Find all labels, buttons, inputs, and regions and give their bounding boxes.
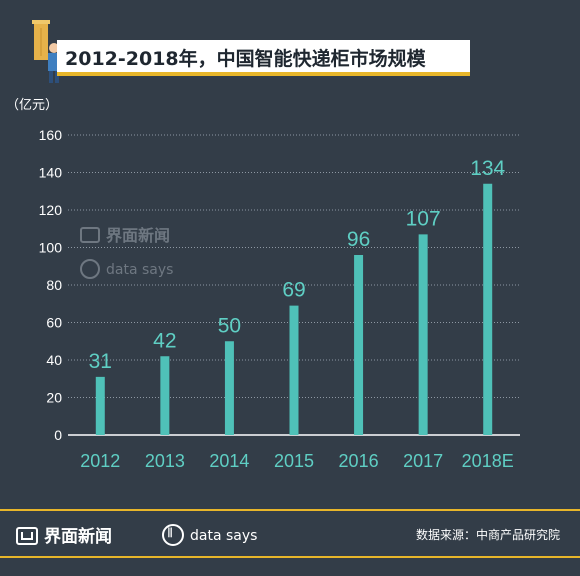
y-tick-label: 40	[46, 352, 62, 368]
y-tick-label: 20	[46, 390, 62, 406]
watermark-brand-text: 界面新闻	[106, 226, 171, 245]
bar-value-label: 134	[470, 157, 505, 180]
y-tick-label: 0	[54, 427, 62, 443]
y-tick-label: 140	[39, 165, 63, 181]
bar-value-label: 50	[218, 314, 241, 337]
footer-brand-text: 界面新闻	[44, 527, 112, 547]
y-axis-unit-label: （亿元）	[6, 98, 59, 113]
footer-data-says-text: data says	[190, 528, 258, 544]
chart-title: 2012-2018年，中国智能快递柜市场规模	[65, 48, 426, 70]
watermark-logo-icon	[80, 227, 100, 243]
bar	[418, 234, 428, 435]
x-tick-label: 2013	[145, 451, 185, 471]
x-tick-label: 2014	[209, 451, 249, 471]
bar	[483, 183, 493, 435]
bar-chart: 0 20 40 60 80 100 120 140 160 31 2012 42 2013 50 2014 6…	[39, 127, 520, 471]
bar-value-label: 107	[406, 207, 441, 230]
x-tick-label: 2016	[339, 451, 379, 471]
y-tick-label: 60	[46, 315, 62, 331]
bar-value-label: 42	[153, 329, 176, 352]
bar	[95, 376, 105, 435]
x-tick-label: 2015	[274, 451, 314, 471]
watermark-data-says-text: data says	[106, 262, 174, 278]
x-tick-label: 2018E	[462, 451, 514, 471]
bar	[289, 305, 299, 435]
footer-brand: 界面新闻	[16, 522, 112, 547]
watermark-data-says: data says	[80, 259, 173, 279]
watermark-brand: 界面新闻	[80, 222, 170, 246]
y-tick-label: 80	[46, 277, 62, 293]
data-source: 数据来源：中商产品研究院	[415, 528, 560, 542]
y-tick-label: 100	[39, 240, 63, 256]
y-tick-label: 120	[39, 202, 63, 218]
data-says-icon	[162, 524, 184, 546]
bar-value-label: 31	[89, 350, 112, 373]
watermark-ds-icon	[80, 259, 100, 279]
jiemian-logo-icon	[16, 527, 38, 545]
bar	[354, 255, 364, 435]
bar	[160, 356, 170, 435]
bar-value-label: 69	[282, 279, 305, 302]
footer-bottom-rule	[0, 556, 580, 558]
bar-value-label: 96	[347, 228, 370, 251]
y-tick-label: 160	[39, 127, 63, 143]
bar	[224, 341, 234, 435]
x-tick-label: 2017	[403, 451, 443, 471]
x-tick-label: 2012	[80, 451, 120, 471]
title-banner: 2012-2018年，中国智能快递柜市场规模	[57, 40, 470, 76]
footer-data-says: data says	[162, 524, 257, 546]
footer-top-rule	[0, 509, 580, 511]
